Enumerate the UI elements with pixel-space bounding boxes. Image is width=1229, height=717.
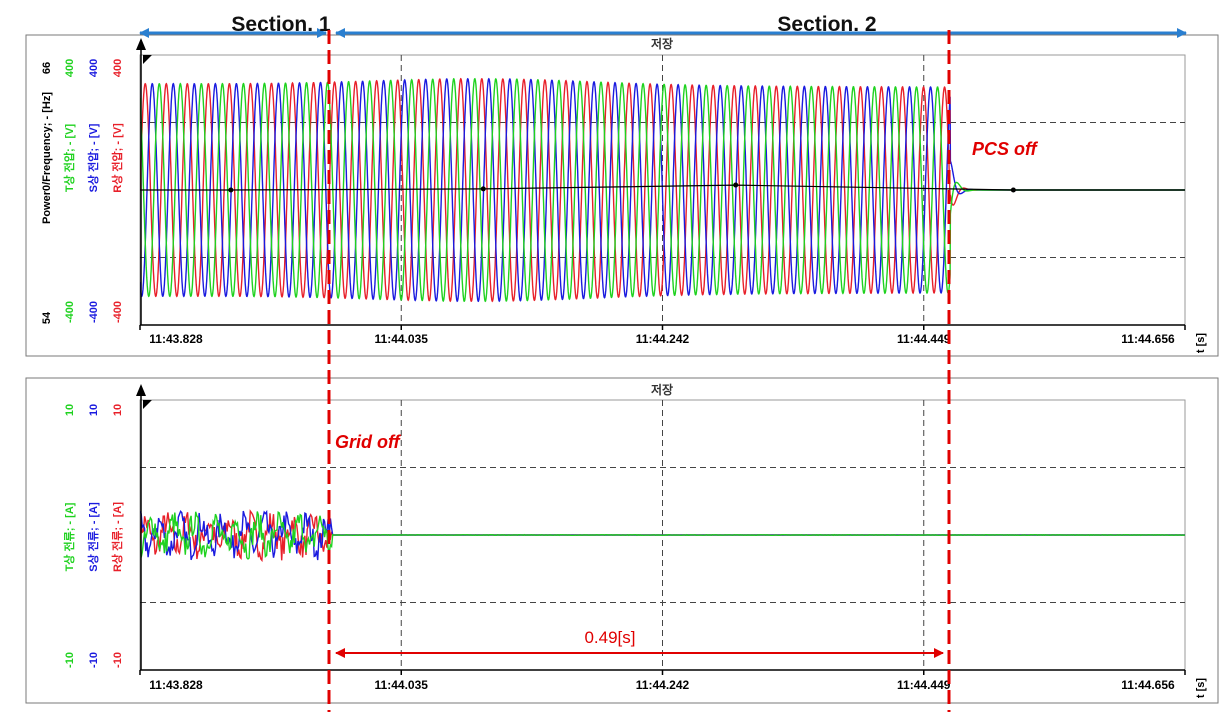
series-line-t-current	[140, 510, 1185, 560]
r-voltage-min-label: -400	[112, 301, 124, 323]
x-tick-label: 11:44.035	[375, 678, 429, 692]
s-voltage-max-label: 400	[88, 59, 100, 77]
axis-label-frequency: Power0/Frequency; - [Hz]	[41, 92, 53, 224]
r-voltage-max-label: 400	[112, 59, 124, 77]
x-tick-label: 11:44.656	[1121, 332, 1175, 346]
axis-label-s-current: S상 전류; - [A]	[86, 502, 100, 572]
s-voltage-min-label: -400	[88, 301, 100, 323]
axis-label-r-voltage: R상 전압; - [V]	[110, 123, 124, 193]
axis-label-r-current: R상 전류; - [A]	[110, 502, 124, 572]
t-current-max-label: 10	[64, 404, 76, 416]
t-voltage-max-label: 400	[64, 59, 76, 77]
x-tick-label: 11:44.035	[375, 332, 429, 346]
r-current-max-label: 10	[112, 404, 124, 416]
freq-max-label: 66	[41, 62, 53, 74]
frequency-point	[228, 187, 234, 193]
x-tick-label: 11:44.656	[1121, 678, 1175, 692]
section2-label: Section. 2	[777, 13, 876, 36]
top-x-axis-label: t [s]	[1195, 333, 1207, 354]
top-x-ticks: 11:43.828 11:44.035 11:44.242 11:44.449 11:4…	[139, 324, 1186, 346]
axis-label-t-voltage: T상 전압; - [V]	[62, 124, 76, 193]
bottom-panel-title: 저장	[651, 382, 673, 397]
bottom-x-ticks: 11:43.828 11:44.035 11:44.242 11:44.449 11:4…	[139, 669, 1186, 692]
x-tick-label: 11:43.828	[149, 332, 203, 346]
series-line-frequency	[140, 184, 1185, 191]
t-current-min-label: -10	[64, 652, 76, 668]
bottom-y-axis-arrow	[136, 384, 146, 396]
bottom-axis-labels: T상 전류; - [A] S상 전류; - [A] R상 전류; - [A] 1…	[62, 404, 124, 668]
top-y-axis-arrow	[136, 38, 146, 50]
freq-min-label: 54	[41, 311, 53, 324]
axis-label-s-voltage: S상 전압; - [V]	[86, 123, 100, 192]
t-voltage-min-label: -400	[64, 301, 76, 323]
bottom-x-axis-label: t [s]	[1195, 678, 1207, 699]
x-tick-label: 11:43.828	[149, 678, 203, 692]
frequency-point	[733, 182, 739, 188]
frequency-point	[480, 186, 486, 192]
axis-label-t-current: T상 전류; - [A]	[62, 502, 76, 571]
bottom-series-group	[140, 509, 1185, 563]
x-tick-label: 11:44.449	[897, 332, 951, 346]
s-current-min-label: -10	[88, 652, 100, 668]
s-current-max-label: 10	[88, 404, 100, 416]
section1-label: Section. 1	[231, 13, 331, 36]
grid-off-label: Grid off	[335, 432, 402, 452]
pcs-off-label: PCS off	[972, 139, 1039, 159]
top-series-group	[140, 77, 1185, 303]
r-current-min-label: -10	[112, 652, 124, 668]
top-panel-title: 저장	[651, 36, 673, 51]
duration-label: 0.49[s]	[584, 628, 635, 647]
x-tick-label: 11:44.242	[636, 678, 690, 692]
x-tick-label: 11:44.449	[897, 678, 951, 692]
frequency-point	[1010, 187, 1016, 193]
x-tick-label: 11:44.242	[636, 332, 690, 346]
top-axis-labels: Power0/Frequency; - [Hz] T상 전압; - [V] S상…	[41, 59, 124, 324]
